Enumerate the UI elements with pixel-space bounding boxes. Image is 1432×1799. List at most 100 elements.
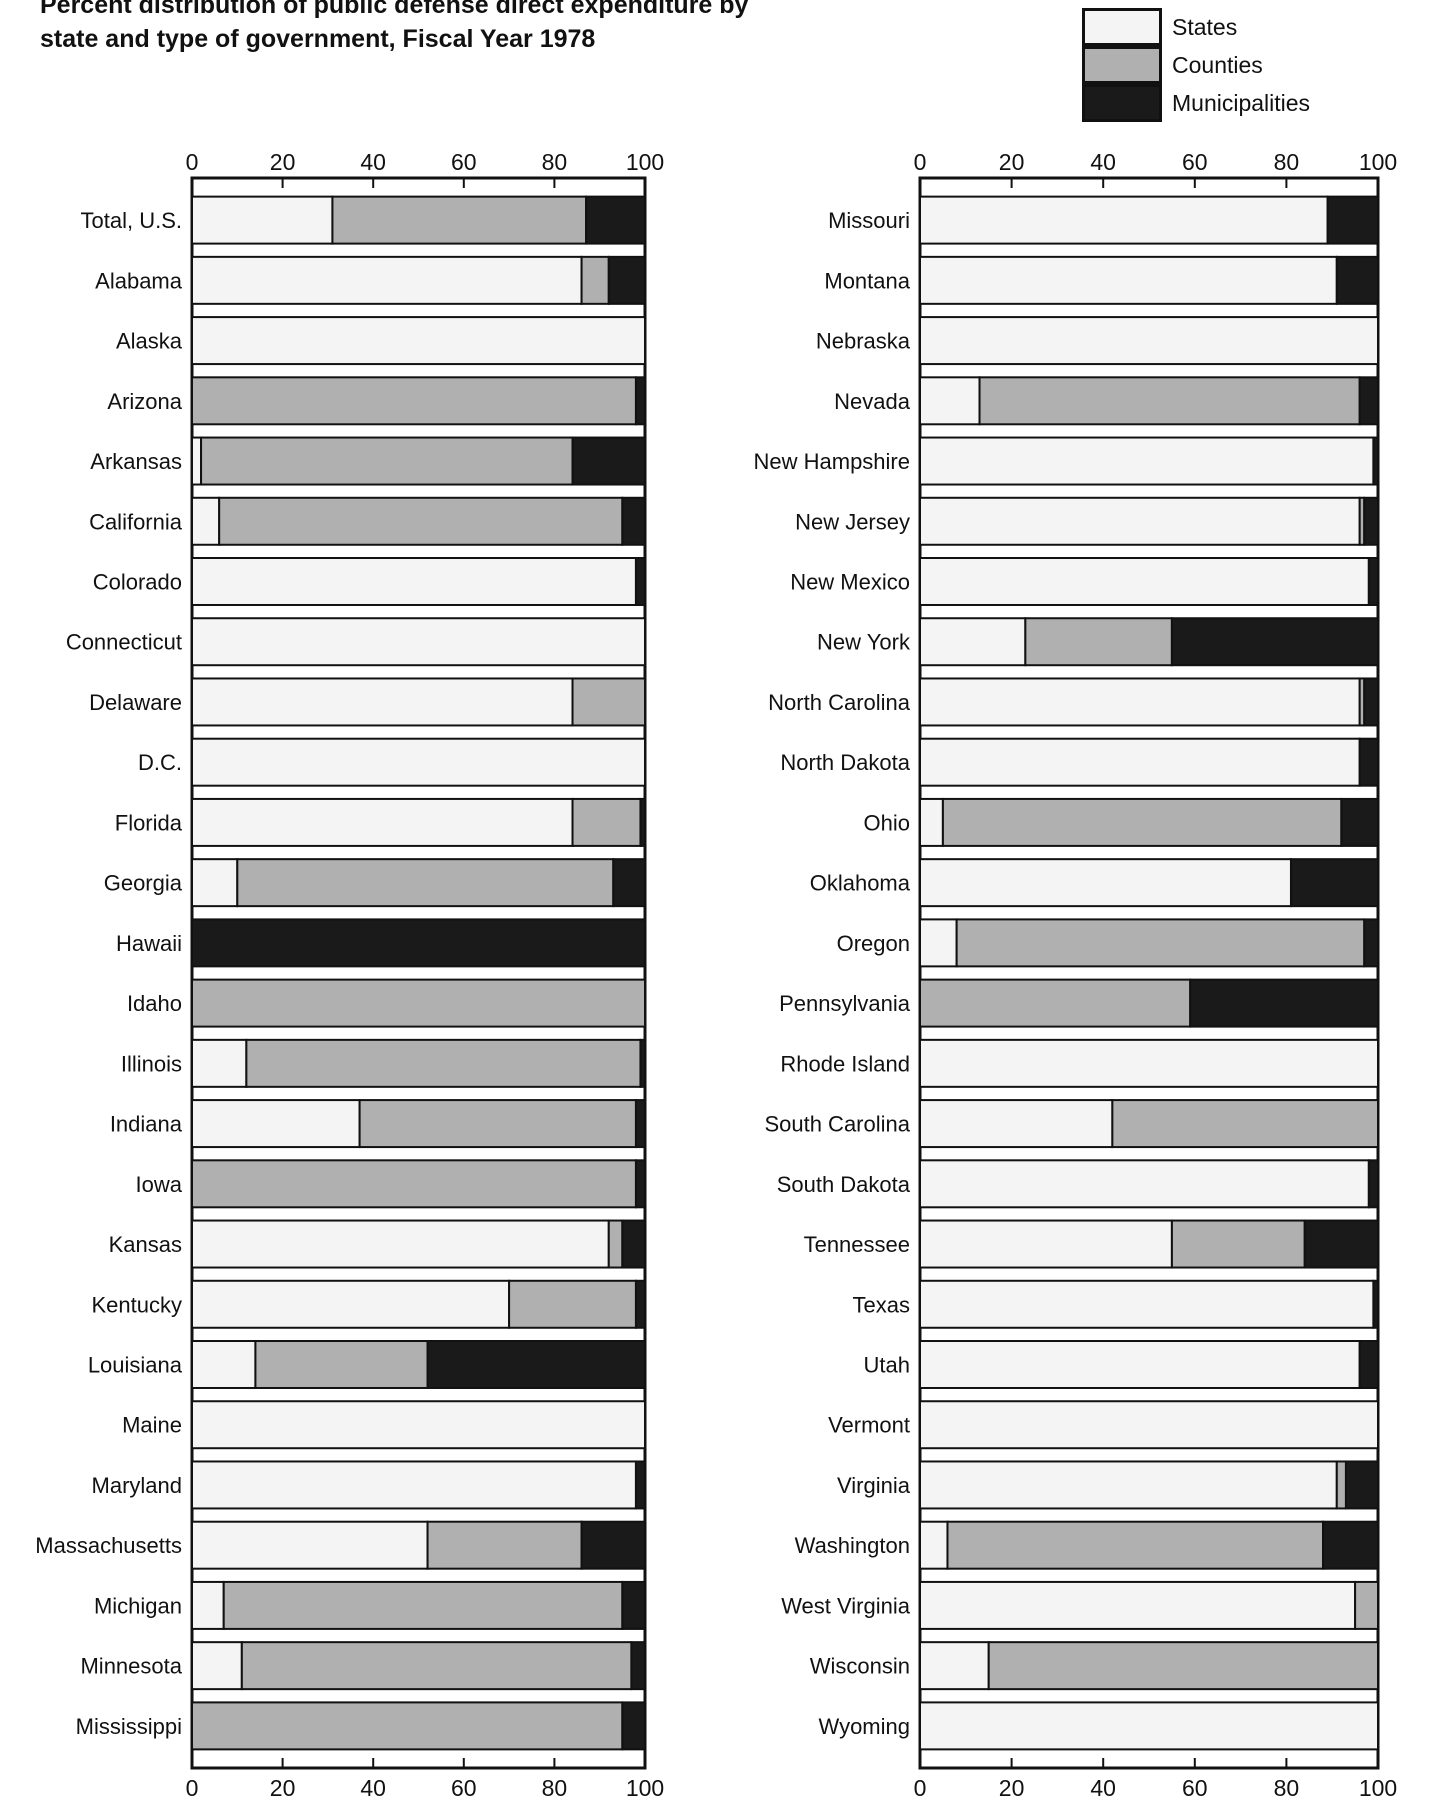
bar-georgia-municipalities (612, 858, 646, 908)
x-tick-label-bottom: 60 (451, 1775, 477, 1799)
x-tick-label-top: 20 (270, 149, 296, 175)
bar-oregon-states (919, 918, 958, 968)
bar-alabama-states (191, 255, 583, 305)
category-label-nevada: Nevada (834, 389, 911, 414)
category-label-oklahoma: Oklahoma (810, 871, 911, 896)
bar-maryland-municipalities (634, 1460, 647, 1510)
bar-indiana-counties (358, 1099, 637, 1149)
chart-title-line1: Percent distribution of public defense d… (40, 0, 749, 19)
bar-montana-municipalities (1335, 255, 1380, 305)
x-tick-label-bottom: 80 (542, 1775, 568, 1799)
bar-wisconsin-states (919, 1641, 990, 1691)
bar-delaware-states (191, 677, 574, 727)
bar-iowa-counties (191, 1159, 637, 1209)
plot-frame-right (918, 176, 1380, 1770)
bar-oregon-municipalities (1363, 918, 1380, 968)
bar-oregon-counties (955, 918, 1366, 968)
category-label-south-dakota: South Dakota (777, 1172, 911, 1197)
x-tick-label-bottom: 20 (270, 1775, 296, 1799)
category-label-alaska: Alaska (116, 329, 183, 354)
category-label-massachusetts: Massachusetts (35, 1533, 182, 1558)
x-tick-label-top: 100 (1359, 149, 1397, 175)
category-label-delaware: Delaware (89, 690, 182, 715)
bar-missouri-municipalities (1326, 195, 1379, 245)
category-label-missouri: Missouri (828, 208, 910, 233)
bar-total-u-s-municipalities (585, 195, 646, 245)
bar-pennsylvania-municipalities (1189, 978, 1379, 1028)
bar-alabama-counties (580, 255, 610, 305)
category-label-tennessee: Tennessee (804, 1232, 910, 1257)
category-label-rhode-island: Rhode Island (780, 1051, 910, 1076)
category-label-d-c: D.C. (138, 750, 182, 775)
bar-michigan-municipalities (621, 1580, 646, 1630)
bar-total-u-s-states (191, 195, 334, 245)
category-label-north-carolina: North Carolina (768, 690, 911, 715)
category-label-alabama: Alabama (95, 268, 183, 293)
x-tick-label-top: 0 (186, 149, 199, 175)
x-tick-label-top: 80 (542, 149, 568, 175)
category-label-total-u-s: Total, U.S. (81, 208, 182, 233)
category-label-west-virginia: West Virginia (781, 1593, 911, 1618)
category-label-illinois: Illinois (121, 1051, 182, 1076)
bar-oklahoma-states (919, 858, 1292, 908)
bar-hawaii-municipalities (191, 918, 646, 968)
category-label-kentucky: Kentucky (92, 1292, 183, 1317)
plot-frame-left (190, 176, 647, 1770)
category-label-arizona: Arizona (107, 389, 182, 414)
category-label-florida: Florida (115, 810, 183, 835)
bar-south-dakota-states (919, 1159, 1370, 1209)
bar-colorado-states (191, 557, 637, 606)
bar-wyoming-states (919, 1701, 1379, 1751)
bar-washington-states (919, 1520, 949, 1570)
bar-maine-states (191, 1400, 646, 1450)
bar-arizona-municipalities (634, 376, 647, 426)
bar-washington-counties (946, 1520, 1325, 1570)
bar-new-hampshire-states (919, 436, 1375, 486)
x-tick-label-bottom: 80 (1274, 1775, 1300, 1799)
category-label-pennsylvania: Pennsylvania (779, 991, 911, 1016)
category-label-new-york: New York (817, 630, 911, 655)
bar-illinois-states (191, 1038, 248, 1088)
bar-texas-municipalities (1372, 1279, 1380, 1329)
bar-kansas-states (191, 1219, 610, 1269)
bar-florida-states (191, 797, 574, 847)
category-label-minnesota: Minnesota (80, 1654, 182, 1679)
bar-arkansas-counties (200, 436, 574, 486)
bar-minnesota-counties (240, 1641, 633, 1691)
category-label-arkansas: Arkansas (90, 449, 182, 474)
bar-new-mexico-states (919, 557, 1370, 606)
category-label-connecticut: Connecticut (66, 630, 182, 655)
category-label-idaho: Idaho (127, 991, 182, 1016)
bar-delaware-counties (571, 677, 647, 727)
bar-kentucky-municipalities (634, 1279, 647, 1329)
x-tick-label-bottom: 100 (1359, 1775, 1397, 1799)
bar-north-dakota-states (919, 737, 1361, 787)
bar-ohio-municipalities (1340, 797, 1379, 847)
category-label-georgia: Georgia (104, 871, 183, 896)
x-tick-label-top: 0 (914, 149, 927, 175)
bar-minnesota-states (191, 1641, 243, 1691)
legend-item-municipalities: Municipalities (1082, 84, 1382, 122)
category-label-south-carolina: South Carolina (764, 1112, 910, 1137)
bar-nebraska-states (919, 316, 1379, 366)
category-label-mississippi: Mississippi (76, 1714, 182, 1739)
category-label-utah: Utah (864, 1353, 910, 1378)
bar-tennessee-states (919, 1219, 1173, 1269)
bar-illinois-counties (245, 1038, 642, 1088)
bar-alaska-states (191, 316, 646, 366)
bar-total-u-s-counties (331, 195, 588, 245)
category-label-iowa: Iowa (136, 1172, 183, 1197)
category-label-new-jersey: New Jersey (795, 509, 910, 534)
bar-west-virginia-counties (1354, 1580, 1379, 1630)
bar-new-york-counties (1024, 617, 1173, 667)
category-label-louisiana: Louisiana (88, 1353, 183, 1378)
bar-massachusetts-states (191, 1520, 429, 1570)
bar-colorado-municipalities (634, 557, 647, 606)
legend-swatch-counties (1082, 46, 1162, 84)
x-tick-label-top: 60 (451, 149, 477, 175)
x-tick-label-bottom: 60 (1182, 1775, 1208, 1799)
x-tick-label-top: 40 (1090, 149, 1116, 175)
category-label-michigan: Michigan (94, 1593, 182, 1618)
bar-arkansas-states (191, 436, 203, 486)
bar-maryland-states (191, 1460, 637, 1510)
